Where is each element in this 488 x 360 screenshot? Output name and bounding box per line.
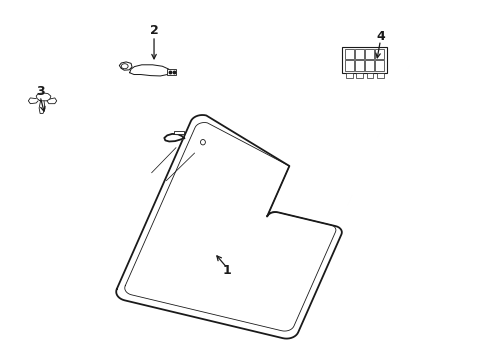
Bar — [366, 73, 373, 78]
Bar — [375, 49, 384, 59]
Bar — [345, 49, 353, 59]
Bar — [167, 69, 176, 75]
Polygon shape — [129, 65, 170, 76]
Polygon shape — [36, 93, 51, 101]
Text: 1: 1 — [223, 264, 231, 277]
Polygon shape — [116, 115, 341, 339]
Bar — [365, 49, 374, 59]
Bar — [365, 60, 374, 71]
Bar — [342, 47, 386, 73]
Polygon shape — [119, 62, 132, 70]
Polygon shape — [164, 134, 184, 141]
Bar — [174, 131, 183, 134]
Bar — [345, 60, 353, 71]
Bar — [345, 73, 352, 78]
Polygon shape — [39, 101, 45, 113]
Bar — [375, 60, 384, 71]
Text: 2: 2 — [149, 24, 158, 37]
Polygon shape — [28, 98, 38, 104]
Bar — [354, 49, 364, 59]
Text: 3: 3 — [36, 85, 44, 98]
Bar — [355, 73, 362, 78]
Bar — [376, 73, 383, 78]
Text: 4: 4 — [375, 30, 384, 42]
Bar — [354, 60, 364, 71]
Polygon shape — [47, 98, 57, 104]
